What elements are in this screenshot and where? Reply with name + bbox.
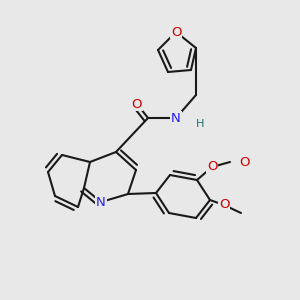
Text: methyl: methyl: [0, 299, 1, 300]
Text: O: O: [207, 160, 217, 173]
Text: O: O: [219, 199, 229, 212]
Text: N: N: [96, 196, 106, 208]
Text: H: H: [196, 119, 205, 129]
Text: methyl: methyl: [0, 299, 1, 300]
Text: O: O: [171, 26, 181, 38]
Text: N: N: [171, 112, 181, 124]
Text: O: O: [132, 98, 142, 110]
Text: O: O: [239, 157, 250, 169]
